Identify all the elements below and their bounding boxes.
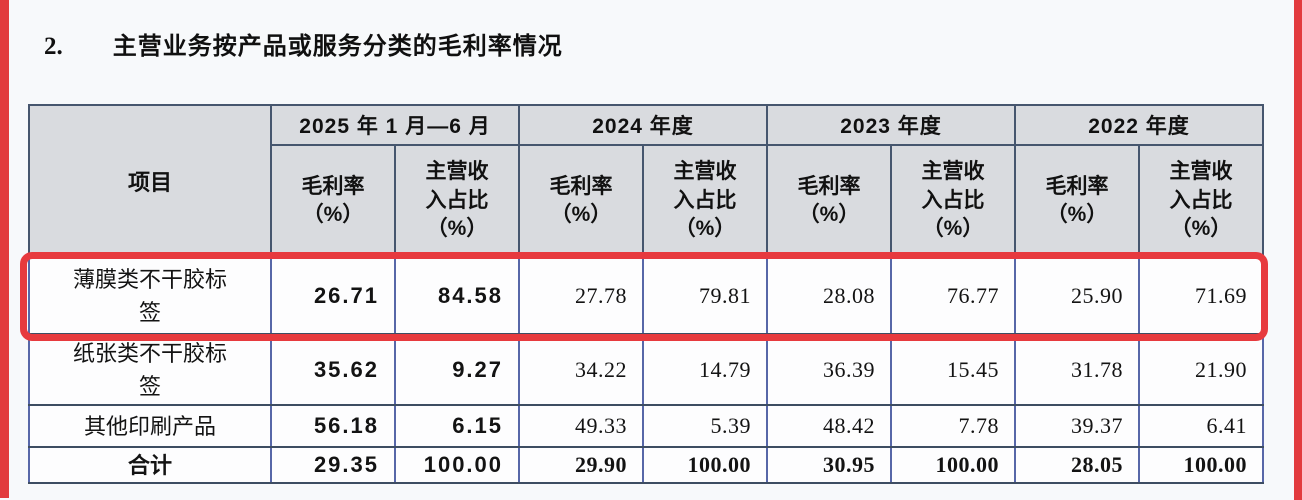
cell-margin-2022: 31.78 — [1014, 333, 1141, 406]
cell-share-2022: 21.90 — [1138, 333, 1265, 406]
column-header-period-2023: 2023 年度 — [766, 104, 1017, 146]
cell-share-2024: 14.79 — [642, 333, 769, 406]
table-row-other-printing: 其他印刷产品 56.18 6.15 49.33 5.39 48.42 7.78 … — [28, 404, 1265, 448]
column-header-share-2025h1: 主营收 入占比 （%） — [393, 144, 521, 258]
cell-share-2025h1: 84.58 — [393, 256, 521, 335]
cell-margin-2024: 29.90 — [518, 446, 645, 484]
table-row-film-labels: 薄膜类不干胶标 签 26.71 84.58 27.78 79.81 28.08 … — [28, 256, 1265, 335]
cell-share-2023: 76.77 — [890, 256, 1017, 335]
cell-margin-2023: 30.95 — [766, 446, 893, 484]
cell-margin-2024: 27.78 — [518, 256, 645, 335]
cell-share-2025h1: 9.27 — [393, 333, 521, 406]
cell-margin-2025h1: 29.35 — [270, 446, 396, 484]
header-row-metrics: 毛利率 （%） 主营收 入占比 （%） 毛利率 （%） 主营收 入占比 （%） … — [29, 144, 1265, 258]
section-title-text: 主营业务按产品或服务分类的毛利率情况 — [112, 33, 563, 60]
cell-margin-2025h1: 26.71 — [270, 256, 396, 335]
cell-margin-2025h1: 35.62 — [270, 333, 396, 406]
cell-margin-2023: 48.42 — [766, 404, 893, 448]
column-header-period-2024: 2024 年度 — [518, 104, 769, 146]
cell-share-2024: 79.81 — [642, 256, 769, 335]
cell-share-2022: 71.69 — [1138, 256, 1265, 335]
cell-margin-2022: 28.05 — [1014, 446, 1141, 484]
row-label: 纸张类不干胶标 签 — [28, 333, 272, 406]
header-row-periods: 项目 2025 年 1 月—6 月 2024 年度 2023 年度 2022 年… — [28, 104, 1265, 258]
right-red-annotation-bar — [1294, 0, 1302, 500]
column-header-share-2023: 主营收 入占比 （%） — [890, 144, 1017, 258]
cell-margin-2024: 49.33 — [518, 404, 645, 448]
row-label: 薄膜类不干胶标 签 — [28, 256, 272, 335]
cell-share-2025h1: 100.00 — [393, 446, 521, 484]
cell-share-2023: 7.78 — [890, 404, 1017, 448]
column-header-margin-2023: 毛利率 （%） — [766, 144, 893, 258]
cell-share-2023: 100.00 — [890, 446, 1017, 484]
gross-margin-table: 项目 2025 年 1 月—6 月 2024 年度 2023 年度 2022 年… — [28, 104, 1265, 484]
column-header-period-2025h1: 2025 年 1 月—6 月 — [269, 104, 521, 146]
cell-share-2025h1: 6.15 — [393, 404, 521, 448]
table-row-total: 合计 29.35 100.00 29.90 100.00 30.95 100.0… — [28, 446, 1265, 484]
section-title: 2. 主营业务按产品或服务分类的毛利率情况 — [44, 26, 563, 61]
cell-margin-2023: 28.08 — [766, 256, 893, 335]
column-header-item: 项目 — [28, 104, 272, 258]
column-header-share-2022: 主营收 入占比 （%） — [1138, 144, 1265, 258]
table-row-paper-labels: 纸张类不干胶标 签 35.62 9.27 34.22 14.79 36.39 1… — [28, 333, 1265, 406]
column-header-period-2022: 2022 年度 — [1014, 104, 1265, 146]
cell-share-2022: 6.41 — [1138, 404, 1265, 448]
cell-margin-2023: 36.39 — [766, 333, 893, 406]
left-red-annotation-bar — [0, 0, 9, 498]
column-header-share-2024: 主营收 入占比 （%） — [642, 144, 769, 258]
row-label-total: 合计 — [28, 446, 272, 484]
cell-margin-2022: 25.90 — [1014, 256, 1141, 335]
section-number: 2. — [44, 33, 63, 60]
cell-share-2022: 100.00 — [1138, 446, 1265, 484]
cell-share-2023: 15.45 — [890, 333, 1017, 406]
row-label: 其他印刷产品 — [28, 404, 272, 448]
cell-margin-2024: 34.22 — [518, 333, 645, 406]
column-header-margin-2025h1: 毛利率 （%） — [270, 144, 396, 258]
cell-share-2024: 5.39 — [642, 404, 769, 448]
cell-margin-2025h1: 56.18 — [270, 404, 396, 448]
cell-margin-2022: 39.37 — [1014, 404, 1141, 448]
column-header-margin-2024: 毛利率 （%） — [518, 144, 645, 258]
column-header-margin-2022: 毛利率 （%） — [1014, 144, 1141, 258]
cell-share-2024: 100.00 — [642, 446, 769, 484]
